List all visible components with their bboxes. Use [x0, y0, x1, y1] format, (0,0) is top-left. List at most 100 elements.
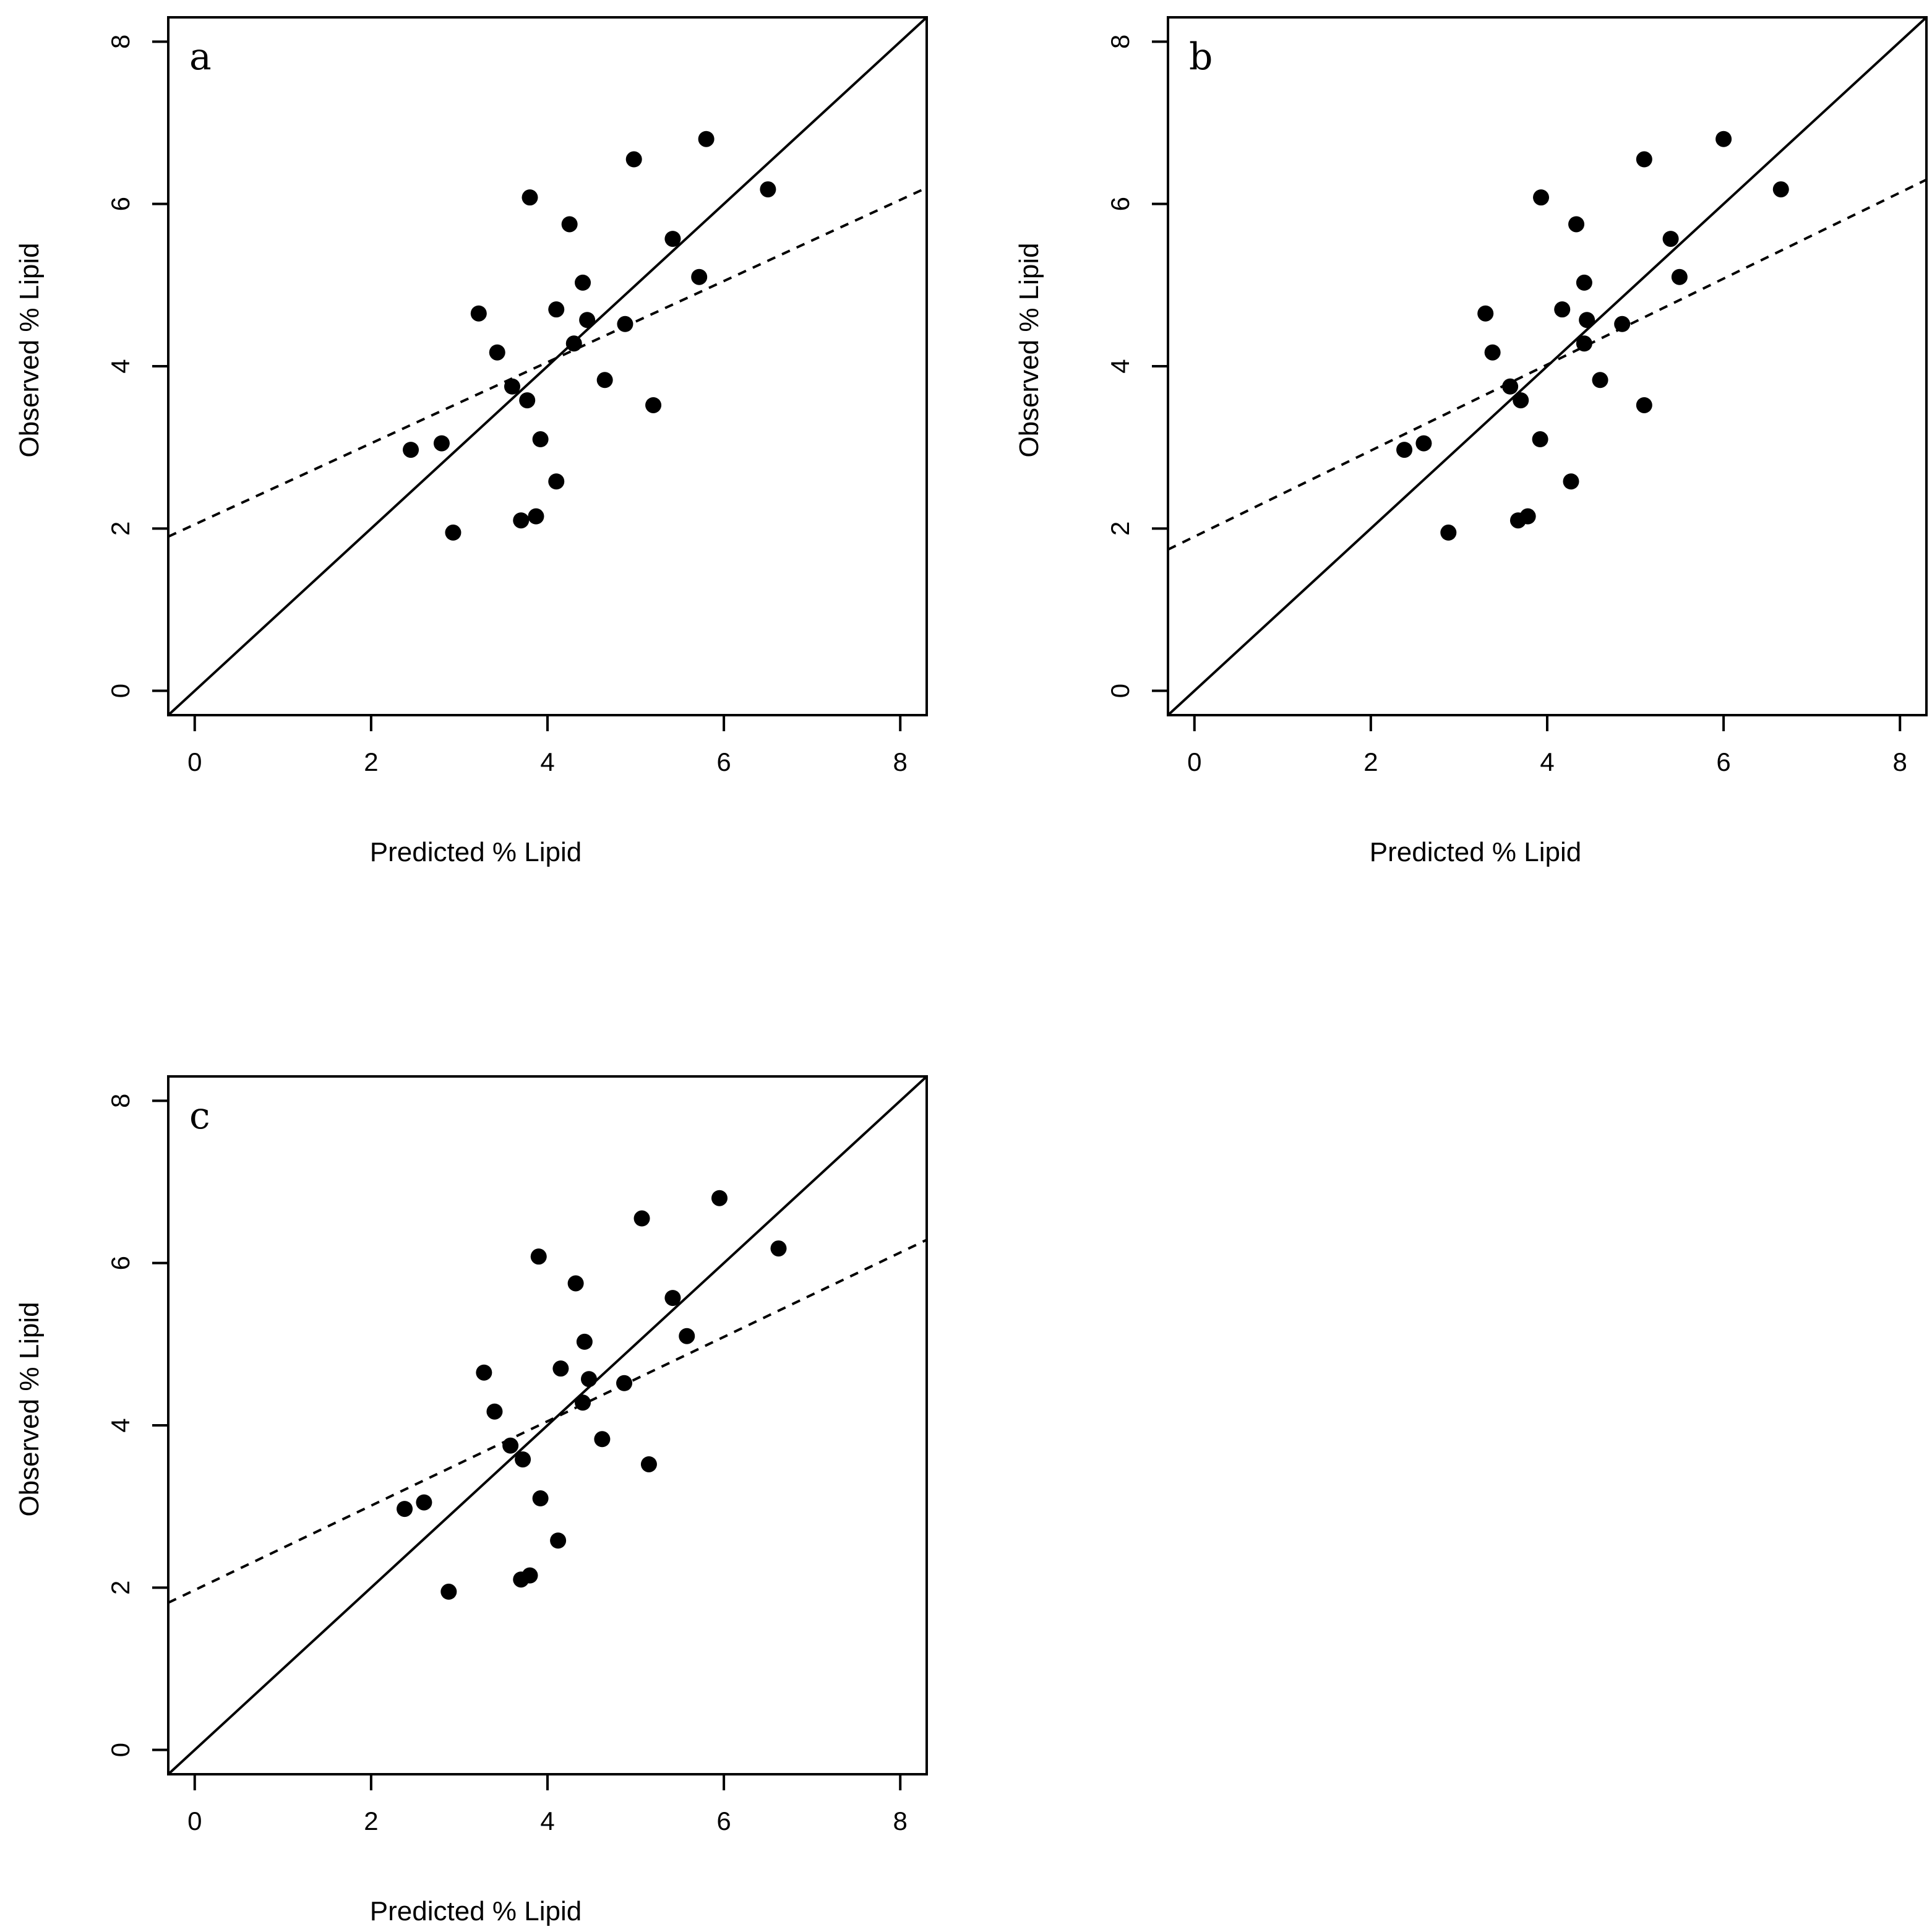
data-point: [664, 1290, 681, 1307]
x-tick-label: 2: [364, 1806, 378, 1835]
y-axis-title: Observed % Lipid: [1014, 243, 1044, 457]
fit-line: [168, 186, 927, 538]
data-point: [645, 397, 662, 413]
fit-line: [1168, 178, 1926, 551]
data-point: [1554, 301, 1571, 318]
reference-line: [168, 17, 927, 715]
data-point: [567, 1275, 584, 1292]
reference-line: [1168, 17, 1926, 715]
data-point: [679, 1328, 695, 1344]
data-point: [397, 1501, 413, 1518]
x-tick-label: 8: [893, 1806, 908, 1835]
data-point: [1519, 508, 1536, 525]
data-point: [616, 1375, 633, 1391]
data-point: [594, 1431, 611, 1448]
x-tick-label: 0: [187, 1806, 202, 1835]
x-tick-label: 6: [716, 1806, 731, 1835]
data-point: [770, 1240, 787, 1257]
data-point: [440, 1583, 457, 1600]
data-point: [1592, 372, 1608, 389]
data-point: [504, 378, 520, 395]
data-point: [575, 1394, 591, 1411]
data-point: [1576, 274, 1592, 291]
data-point: [486, 1403, 503, 1420]
data-point: [1484, 344, 1501, 361]
data-point: [1662, 231, 1679, 247]
y-tick-label: 0: [106, 1743, 135, 1757]
data-point: [1502, 378, 1519, 395]
reference-line: [168, 1076, 927, 1774]
data-point: [664, 231, 681, 247]
y-tick-label: 4: [106, 359, 135, 373]
x-tick-label: 8: [893, 747, 908, 776]
data-point: [1513, 392, 1529, 409]
y-tick-label: 8: [1106, 35, 1135, 49]
data-point: [519, 392, 536, 409]
data-point: [532, 431, 549, 448]
y-axis-title: Observed % Lipid: [14, 243, 45, 457]
panel-label: b: [1189, 35, 1213, 79]
data-point: [1671, 268, 1688, 285]
x-tick-label: 2: [364, 747, 378, 776]
data-point: [513, 512, 530, 529]
y-tick-label: 6: [1106, 197, 1135, 211]
data-point: [1636, 151, 1652, 168]
y-tick-label: 0: [1106, 684, 1135, 698]
data-point: [530, 1248, 547, 1265]
data-point: [550, 1532, 567, 1549]
data-point: [640, 1456, 657, 1472]
data-point: [1396, 442, 1413, 458]
data-point: [561, 216, 578, 233]
y-tick-label: 6: [106, 1256, 135, 1270]
x-axis-title: Predicted % Lipid: [370, 1896, 582, 1926]
data-point: [1415, 435, 1432, 452]
x-tick-label: 6: [1716, 747, 1730, 776]
data-point: [617, 316, 633, 332]
data-point: [698, 131, 715, 147]
data-point: [1563, 473, 1579, 490]
data-point: [528, 508, 544, 525]
chart-panel-c: 0 2 4 6 8 0 2 4 6 8 Predicted % Lipid Observed % Li…: [14, 1075, 928, 1926]
y-axis-title: Observed % Lipid: [14, 1302, 45, 1516]
chart-panel-b: 0 2 4 6 8 0 2 4 6 8 Predicted % Lipid Observed % Li…: [1014, 16, 1928, 867]
y-tick-label: 4: [1106, 359, 1135, 373]
data-point: [532, 1490, 549, 1507]
data-point: [625, 151, 642, 168]
y-tick-label: 2: [1106, 522, 1135, 536]
data-point: [579, 312, 596, 328]
data-point: [1533, 189, 1550, 206]
x-tick-label: 4: [1540, 747, 1554, 776]
data-point: [1532, 431, 1548, 448]
data-point: [575, 274, 591, 291]
y-tick-label: 8: [106, 1094, 135, 1108]
y-tick-label: 2: [106, 522, 135, 536]
data-point: [433, 435, 450, 452]
data-point: [596, 372, 613, 389]
data-point: [760, 181, 776, 198]
data-point: [522, 189, 538, 206]
x-tick-label: 0: [1187, 747, 1201, 776]
data-point: [515, 1451, 531, 1468]
data-point: [489, 344, 505, 361]
y-tick-label: 4: [106, 1418, 135, 1432]
data-point: [1715, 131, 1732, 147]
data-point: [548, 473, 565, 490]
data-point: [1576, 335, 1592, 352]
data-point: [476, 1364, 492, 1381]
y-tick-label: 2: [106, 1581, 135, 1595]
x-tick-label: 8: [1893, 747, 1907, 776]
y-tick-label: 8: [106, 35, 135, 49]
data-point: [691, 268, 708, 285]
data-point: [1614, 316, 1631, 332]
y-tick-label: 0: [106, 684, 135, 698]
data-point: [552, 1360, 569, 1377]
data-point: [633, 1210, 650, 1227]
data-point: [445, 524, 462, 541]
data-point: [1579, 312, 1595, 328]
x-tick-label: 2: [1363, 747, 1378, 776]
x-axis-title: Predicted % Lipid: [370, 837, 582, 867]
data-point: [1772, 181, 1789, 198]
data-point: [576, 1333, 593, 1350]
data-point: [565, 335, 582, 352]
